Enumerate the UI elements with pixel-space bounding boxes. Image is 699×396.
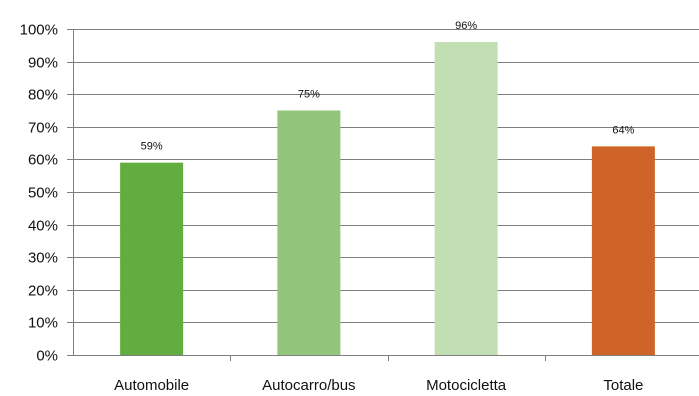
bar: [591, 146, 655, 355]
x-tick-label: Automobile: [114, 377, 189, 394]
axes: [67, 29, 699, 361]
x-tick-label: Autocarro/bus: [262, 377, 355, 394]
x-tick-label: Totale: [603, 377, 643, 394]
x-axis-tick-labels: Automobile Autocarro/bus Motocicletta Total…: [114, 377, 643, 394]
data-label: 96%: [455, 20, 477, 32]
data-label: 59%: [141, 141, 163, 153]
y-axis-tick-labels: 0% 10% 20% 30% 40% 50% 60% 70% 80% 90% 100%: [20, 22, 58, 365]
bars: [120, 42, 655, 355]
bar: [120, 162, 184, 355]
y-tick-label: 0%: [36, 348, 58, 365]
y-tick-label: 30%: [28, 250, 58, 267]
y-tick-label: 40%: [28, 218, 58, 235]
y-tick-label: 60%: [28, 152, 58, 169]
y-tick-label: 90%: [28, 55, 58, 72]
bar: [434, 42, 498, 355]
y-tick-label: 20%: [28, 283, 58, 300]
bar: [277, 110, 341, 355]
data-labels: 59% 75% 96% 64%: [141, 20, 635, 153]
x-tick-label: Motocicletta: [426, 377, 507, 394]
y-tick-label: 70%: [28, 120, 58, 137]
y-tick-label: 80%: [28, 87, 58, 104]
data-label: 75%: [298, 89, 320, 101]
data-label: 64%: [612, 124, 634, 136]
y-tick-label: 50%: [28, 185, 58, 202]
y-tick-label: 100%: [20, 22, 58, 39]
y-tick-label: 10%: [28, 315, 58, 332]
